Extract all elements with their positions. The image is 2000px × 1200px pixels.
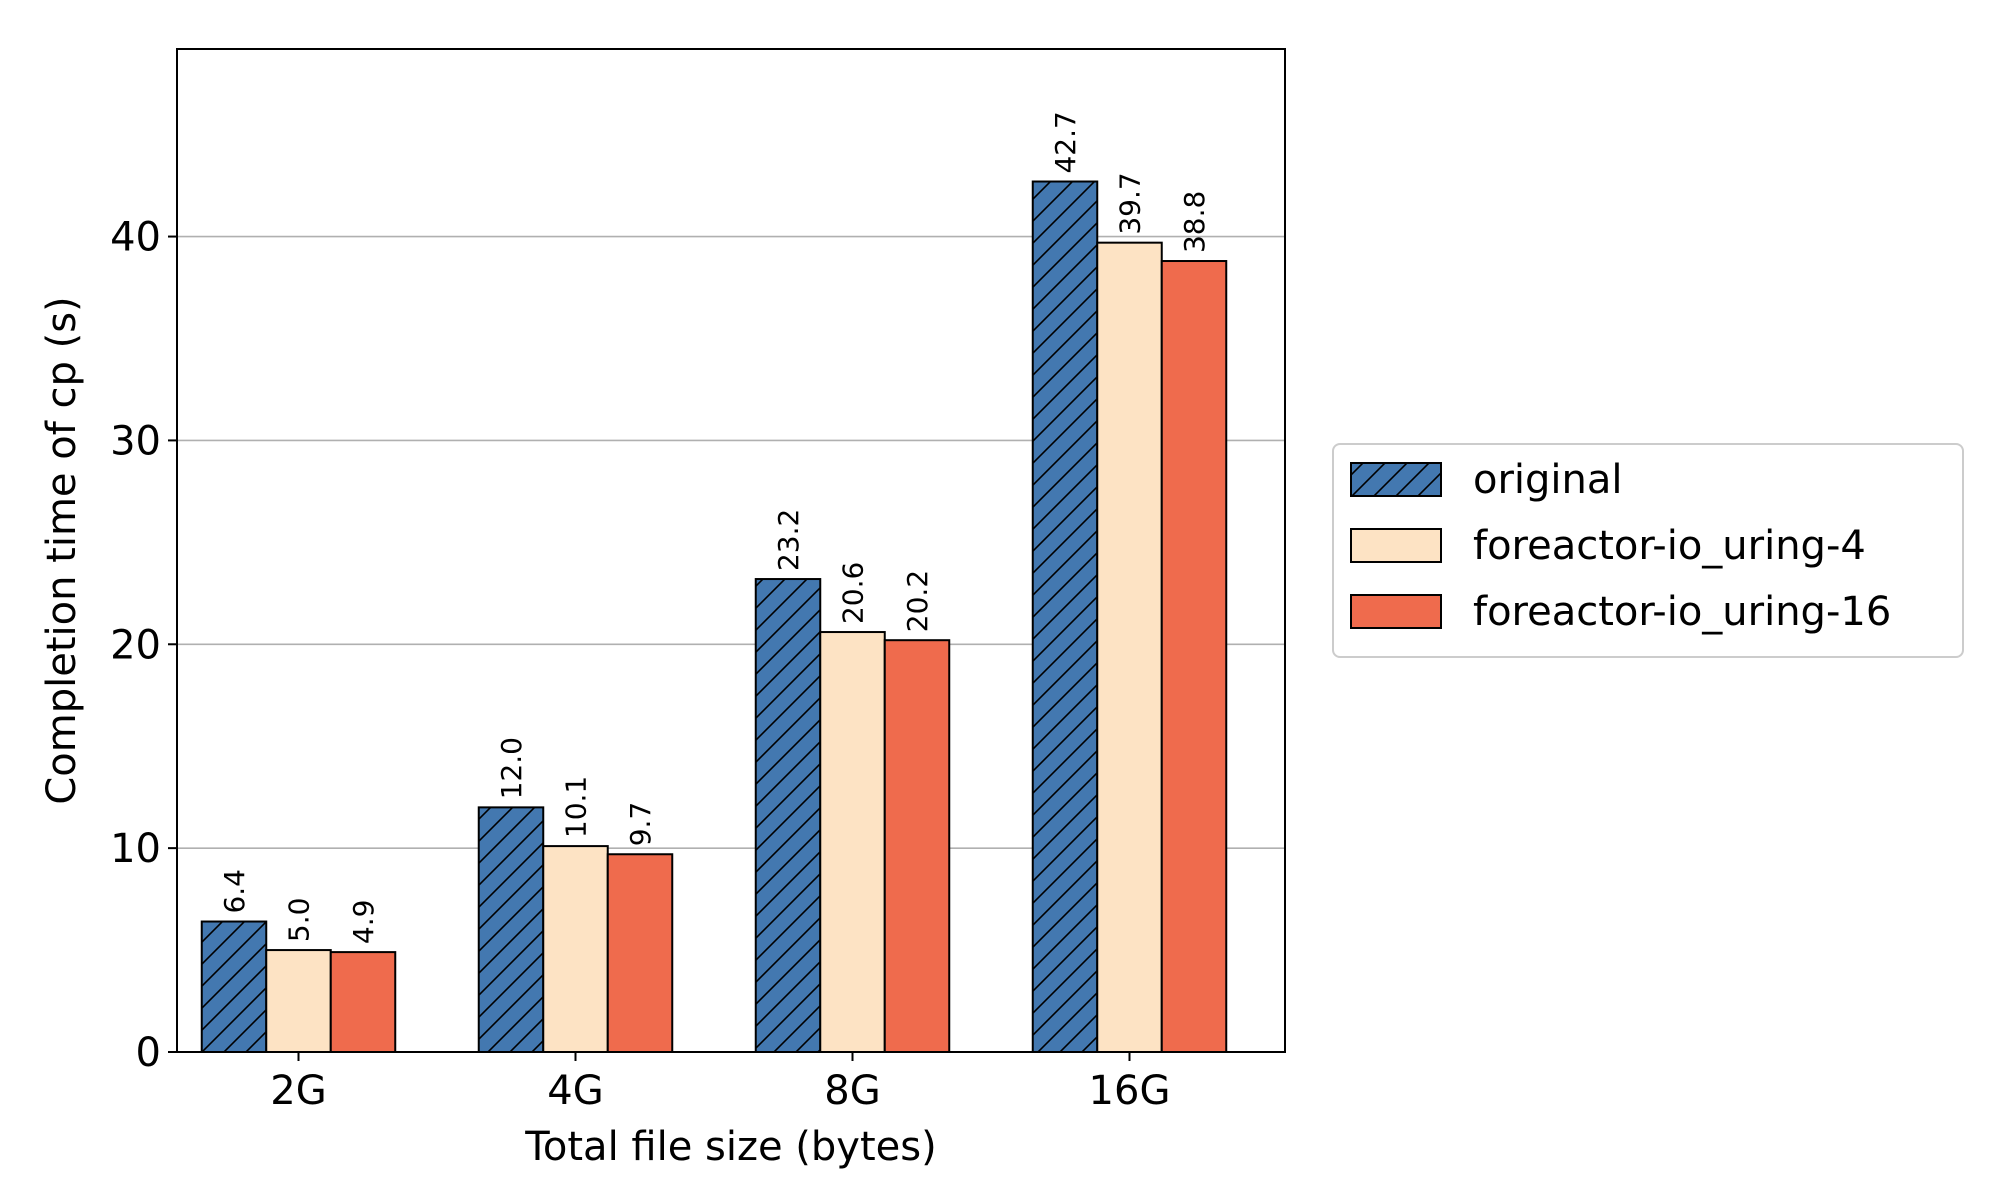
data-label: 9.7 [624, 802, 657, 847]
data-label: 12.0 [495, 737, 528, 799]
data-label: 38.8 [1178, 191, 1211, 253]
bars [200, 180, 1228, 1054]
bar-original-8g [754, 578, 822, 1053]
data-label: 6.4 [218, 869, 251, 914]
y-tick-label: 10 [110, 826, 161, 872]
legend-label: foreactor-io_uring-4 [1473, 523, 1866, 569]
legend-box [1332, 443, 1964, 658]
data-label: 20.6 [837, 562, 870, 624]
bar-foreactor-io-uring-4-8g [819, 631, 886, 1054]
data-label: 4.9 [347, 900, 380, 945]
legend: original foreactor-io_uring-4 foreactor-io… [1332, 443, 1964, 658]
bar-original-4g [477, 806, 545, 1053]
x-axis-title: Total file size (bytes) [524, 1124, 936, 1170]
data-label: 10.1 [560, 776, 593, 838]
bar-foreactor-io-uring-4-2g [265, 949, 332, 1053]
legend-label: original [1473, 457, 1623, 503]
legend-label: foreactor-io_uring-16 [1473, 589, 1891, 635]
y-axis-title: Completion time of cp (s) [39, 296, 85, 804]
plot-frame [176, 48, 1286, 1053]
legend-swatch [1350, 528, 1442, 563]
y-tick-label: 30 [110, 418, 161, 464]
x-tick-label: 16G [1089, 1068, 1171, 1114]
legend-swatch [1350, 594, 1442, 629]
data-label: 23.2 [772, 509, 805, 571]
y-tick-label: 20 [110, 622, 161, 668]
x-tick-label: 4G [547, 1068, 603, 1114]
x-tick-label: 8G [824, 1068, 880, 1114]
bar-original-2g [200, 920, 268, 1053]
bar-foreactor-io-uring-4-16g [1096, 241, 1163, 1053]
bar-foreactor-io-uring-16-8g [883, 639, 951, 1053]
data-label: 20.2 [901, 570, 934, 632]
data-label: 5.0 [283, 898, 316, 943]
bar-foreactor-io-uring-4-4g [542, 845, 609, 1054]
y-tick-label: 40 [110, 215, 161, 261]
data-label: 42.7 [1049, 111, 1082, 173]
bar-foreactor-io-uring-16-16g [1160, 260, 1228, 1054]
bar-foreactor-io-uring-16-4g [606, 853, 674, 1054]
data-labels: 6.4 5.0 4.9 12.0 10.1 9.7 23.2 20.6 20.2 42.7 39.7… [218, 111, 1211, 944]
legend-swatch [1350, 462, 1442, 497]
axes: 0 10 20 30 40 2G 4G 8G 16G [110, 215, 1170, 1114]
y-tick-label: 0 [136, 1030, 161, 1076]
bar-original-16g [1031, 180, 1099, 1053]
data-label: 39.7 [1114, 172, 1147, 234]
x-tick-label: 2G [270, 1068, 326, 1114]
bar-foreactor-io-uring-16-2g [329, 951, 397, 1053]
